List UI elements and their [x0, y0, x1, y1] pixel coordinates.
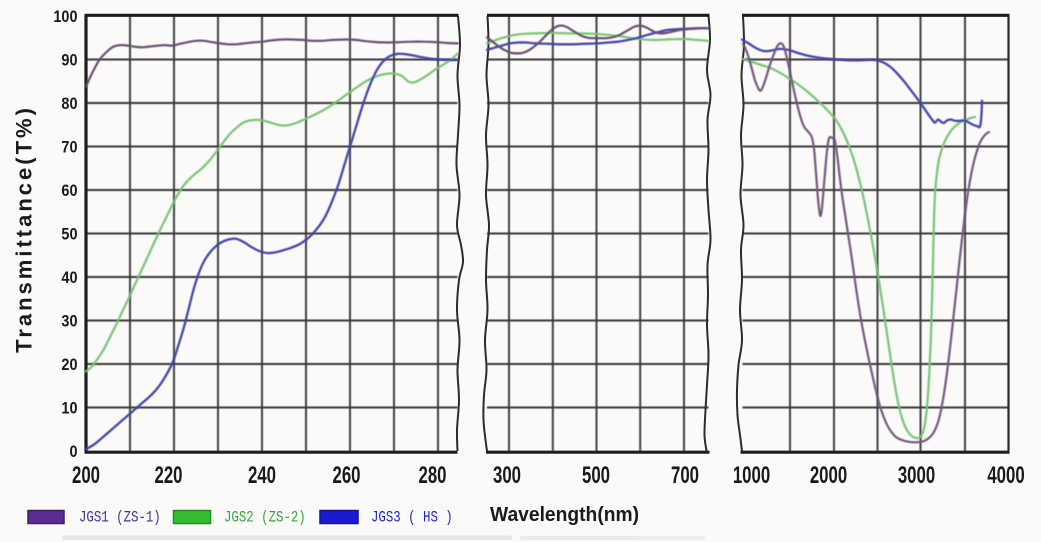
svg-text:220: 220 [154, 462, 182, 489]
svg-text:300: 300 [493, 462, 521, 489]
svg-text:500: 500 [582, 462, 610, 489]
svg-text:40: 40 [61, 269, 77, 287]
svg-text:Wavelength(nm): Wavelength(nm) [490, 503, 639, 526]
svg-text:60: 60 [61, 182, 77, 200]
svg-text:3000: 3000 [898, 462, 935, 489]
svg-text:20: 20 [61, 356, 77, 374]
svg-text:JGS1 (ZS-1): JGS1 (ZS-1) [79, 509, 161, 527]
svg-text:4000: 4000 [987, 462, 1024, 489]
svg-text:Transmittance(T%): Transmittance(T%) [12, 105, 37, 353]
svg-text:280: 280 [418, 462, 446, 489]
svg-text:10: 10 [61, 399, 77, 417]
svg-text:JGS2 (ZS-2): JGS2 (ZS-2) [224, 509, 306, 527]
svg-text:2000: 2000 [810, 462, 847, 489]
svg-text:JGS3 ( HS ): JGS3 ( HS ) [371, 509, 453, 527]
svg-text:240: 240 [248, 462, 276, 489]
svg-text:80: 80 [61, 95, 77, 113]
svg-text:30: 30 [61, 312, 77, 330]
svg-text:1000: 1000 [733, 462, 770, 489]
svg-text:700: 700 [671, 462, 699, 489]
svg-text:90: 90 [61, 51, 77, 69]
svg-text:0: 0 [69, 443, 77, 461]
svg-text:260: 260 [332, 462, 360, 489]
svg-text:70: 70 [61, 138, 77, 156]
svg-text:200: 200 [72, 462, 100, 489]
svg-text:100: 100 [53, 8, 77, 26]
svg-text:50: 50 [61, 225, 77, 243]
